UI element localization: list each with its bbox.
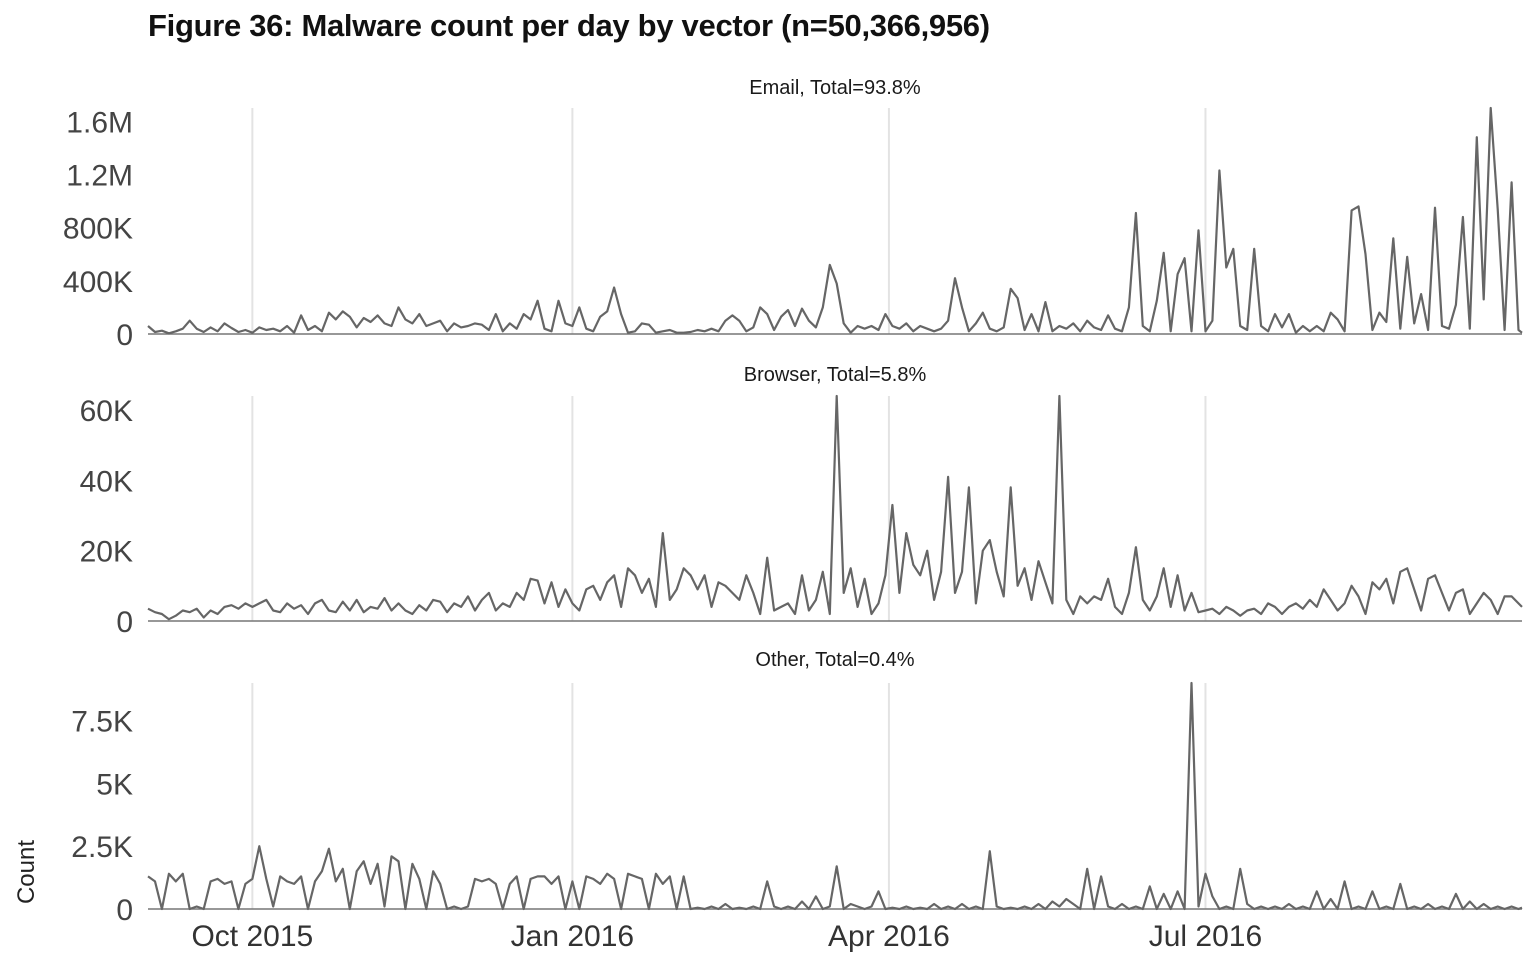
y-tick-label: 1.2M xyxy=(66,159,133,192)
y-tick-label: 40K xyxy=(80,465,133,498)
y-tick-label: 1.6M xyxy=(66,106,133,139)
figure-title: Figure 36: Malware count per day by vect… xyxy=(148,8,990,43)
x-axis-ticks: Oct 2015 Jan 2016 Apr 2016 Jul 2016 xyxy=(191,920,1262,953)
panel-title-browser: Browser, Total=5.8% xyxy=(744,364,927,386)
y-tick-label: 5K xyxy=(96,768,133,801)
panel-other: Other, Total=0.4% 0 2.5K 5K 7.5K xyxy=(71,649,1523,927)
y-tick-label: 7.5K xyxy=(71,706,133,739)
series-line-other xyxy=(147,681,1523,911)
panel-browser: Browser, Total=5.8% 0 20K 40K 60K xyxy=(80,364,1523,639)
y-tick-label: 0 xyxy=(116,894,133,927)
x-tick-label: Apr 2016 xyxy=(828,920,950,953)
x-tick-label: Oct 2015 xyxy=(191,920,313,953)
panels-layer: Email, Total=93.8% 0 400K 800K 1.2M 1.6M Brows… xyxy=(63,77,1523,927)
y-tick-label: 800K xyxy=(63,213,133,246)
x-tick-label: Jul 2016 xyxy=(1149,920,1262,953)
series-line-browser xyxy=(147,394,1523,621)
y-tick-label: 20K xyxy=(80,536,133,569)
y-tick-label: 0 xyxy=(116,319,133,352)
y-tick-label: 400K xyxy=(63,266,133,299)
y-tick-label: 60K xyxy=(80,395,133,428)
panel-title-other: Other, Total=0.4% xyxy=(755,649,914,671)
y-tick-label: 2.5K xyxy=(71,831,133,864)
y-tick-label: 0 xyxy=(116,606,133,639)
y-axis-label: Count xyxy=(13,840,40,904)
panel-email: Email, Total=93.8% 0 400K 800K 1.2M 1.6M xyxy=(63,77,1523,352)
series-line-email xyxy=(147,106,1523,335)
x-tick-label: Jan 2016 xyxy=(511,920,634,953)
panel-title-email: Email, Total=93.8% xyxy=(749,77,921,99)
